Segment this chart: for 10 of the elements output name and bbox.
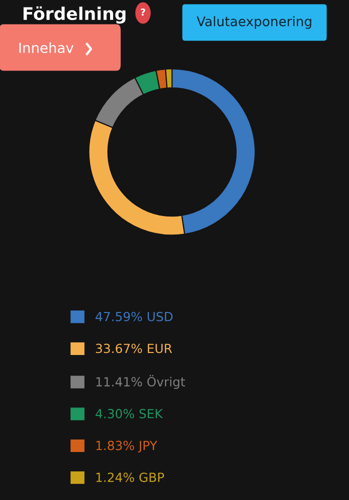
legend-label: 33.67% EUR <box>96 344 172 354</box>
legend-label: 11.41% Övrigt <box>96 374 186 389</box>
chart-title: Fördelning <box>24 6 126 24</box>
legend-label: 4.30% SEK <box>96 408 163 418</box>
legend-label: 1.24% GBP <box>96 472 164 482</box>
text: Innehav <box>19 42 74 54</box>
text: ? <box>140 8 146 16</box>
legend-label: 1.83% JPY <box>96 440 158 453</box>
text: Valutaexponering <box>196 16 312 29</box>
legend-label: 47.59% USD <box>96 312 173 322</box>
